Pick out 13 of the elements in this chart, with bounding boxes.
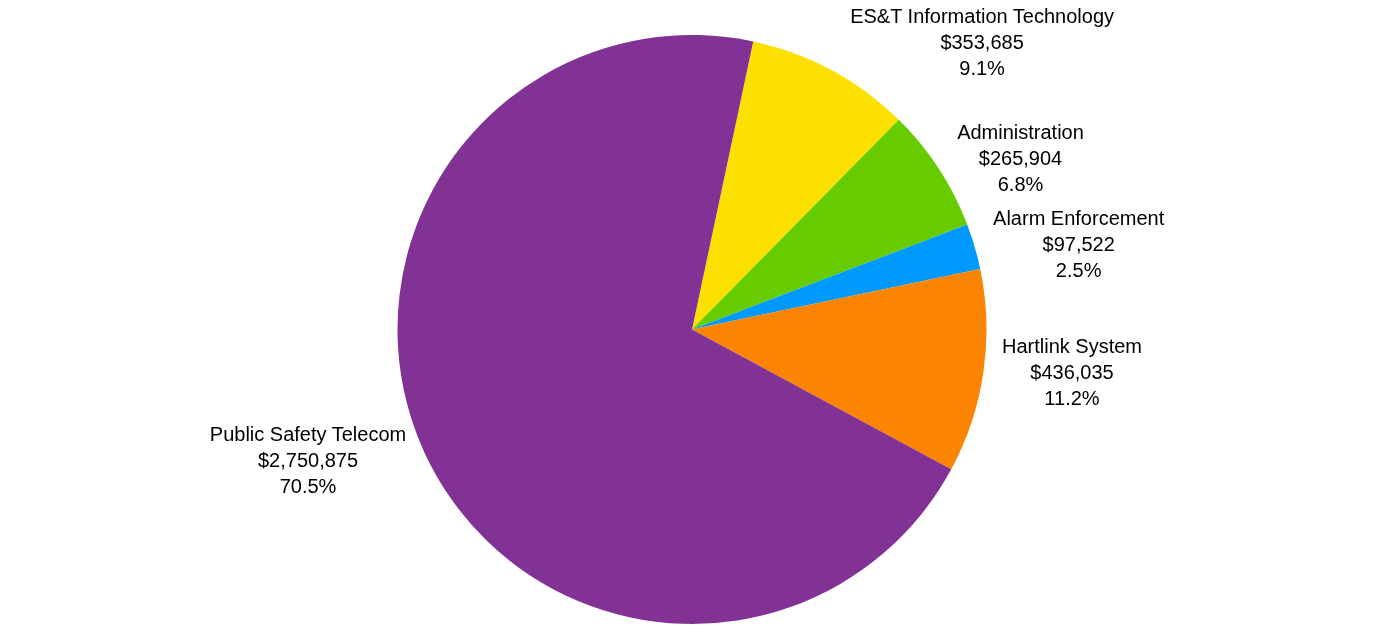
slice-label: Alarm Enforcement bbox=[993, 206, 1165, 229]
data-label: $353,685 9.1% bbox=[940, 30, 1024, 79]
slice-label: ES&T Information Technology bbox=[850, 4, 1115, 27]
data-label: $436,035 11.2% bbox=[1030, 361, 1114, 410]
slice-label: Public Safety Telecom bbox=[209, 422, 407, 445]
pie-slice bbox=[692, 268, 987, 470]
pie-slice bbox=[692, 41, 899, 330]
data-label: $97,522 2.5% bbox=[1042, 232, 1115, 281]
slice-label: Administration bbox=[957, 120, 1084, 143]
slice-label: Hartlink System bbox=[1001, 335, 1142, 358]
pie-slice bbox=[692, 224, 981, 330]
data-label: $2,750,875 70.5% bbox=[257, 448, 359, 497]
data-label: $265,904 6.8% bbox=[978, 146, 1063, 195]
